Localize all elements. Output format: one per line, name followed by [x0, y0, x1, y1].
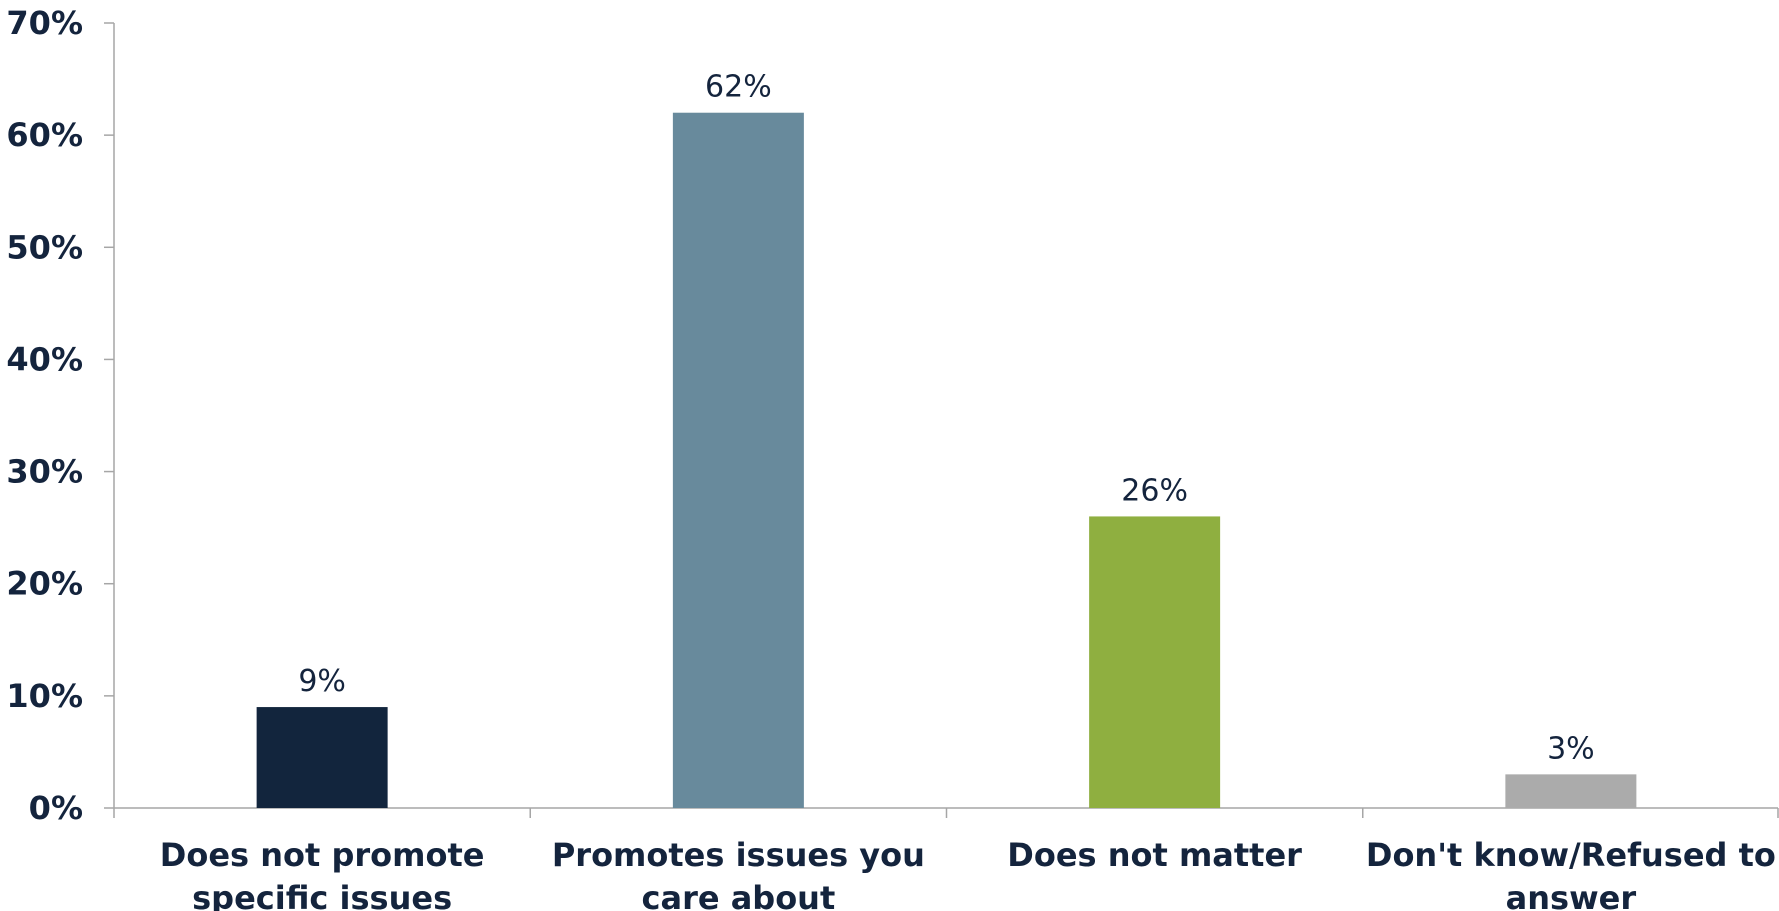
bar [256, 707, 388, 808]
data-label: 62% [705, 70, 772, 105]
axes [104, 22, 1779, 818]
x-tick-label: Promotes issues you care about [552, 836, 925, 911]
y-tick-label: 10% [6, 677, 83, 715]
y-tick-label: 70% [6, 4, 83, 42]
x-tick-label: Does not matter [1007, 836, 1302, 874]
bars [256, 112, 1637, 808]
y-tick-label: 50% [6, 228, 83, 266]
x-tick-label-line: answer [1506, 879, 1637, 911]
y-tick-label: 20% [6, 565, 83, 603]
x-tick-label-line: Does not promote [160, 836, 485, 874]
data-label: 3% [1547, 731, 1595, 766]
y-tick-label: 0% [29, 789, 83, 827]
bar [672, 112, 804, 808]
data-label: 9% [298, 664, 346, 699]
labels: 0% 10% 20% 30% 40% 50% 60% 70% 9% Does not promot… [6, 4, 1775, 911]
x-tick-label-line: care about [642, 879, 836, 911]
x-tick-label-line: specific issues [192, 879, 452, 911]
x-tick-label: Don't know/Refused to answer [1366, 836, 1776, 911]
y-tick-label: 60% [6, 116, 83, 154]
y-tick-label: 40% [6, 340, 83, 378]
data-label: 26% [1121, 473, 1188, 508]
x-tick-label: Does not promote specific issues [160, 836, 485, 911]
x-tick-label-line: Promotes issues you [552, 836, 925, 874]
x-tick-label-line: Don't know/Refused to [1366, 836, 1776, 874]
bar [1505, 774, 1637, 808]
bar [1089, 516, 1221, 808]
x-tick-label-line: Does not matter [1007, 836, 1302, 874]
y-tick-label: 30% [6, 453, 83, 491]
